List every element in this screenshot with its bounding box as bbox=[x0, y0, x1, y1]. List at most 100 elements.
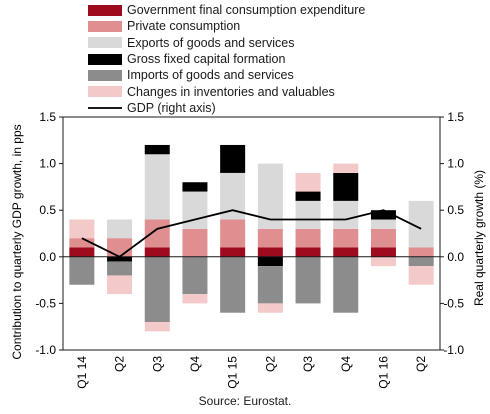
bar-segment bbox=[370, 256, 396, 267]
y2-tick-label: 0.0 bbox=[447, 250, 464, 264]
bar-segment bbox=[144, 144, 170, 155]
bar-segment bbox=[69, 256, 95, 285]
bar-segment bbox=[295, 191, 321, 201]
x-tick-label: Q3 bbox=[150, 356, 164, 372]
legend-label: Imports of goods and services bbox=[127, 68, 294, 83]
legend-item: Imports of goods and services bbox=[88, 67, 365, 83]
bar-segment bbox=[295, 200, 321, 229]
bar-segment bbox=[333, 200, 359, 229]
legend-swatch bbox=[88, 4, 122, 16]
bar-segment bbox=[220, 256, 246, 313]
legend-line-swatch bbox=[88, 106, 122, 109]
bar-segment bbox=[333, 256, 359, 313]
legend-item: Exports of goods and services bbox=[88, 35, 365, 51]
y-axis-title: Contribution to quarterly GDP growth, in… bbox=[10, 124, 24, 359]
x-tick-label: Q4 bbox=[339, 356, 353, 372]
x-tick-label: Q1 15 bbox=[226, 356, 240, 389]
bar-segment bbox=[144, 322, 170, 332]
legend-item: Government final consumption expenditure bbox=[88, 2, 365, 18]
y2-tick-label: -1.0 bbox=[443, 343, 464, 357]
x-tick-label: Q4 bbox=[188, 356, 202, 372]
legend-swatch bbox=[88, 53, 122, 65]
bar-segment bbox=[144, 256, 170, 323]
legend-item: Private consumption bbox=[88, 18, 365, 34]
legend-label: GDP (right axis) bbox=[127, 100, 216, 115]
y2-tick-label: -0.5 bbox=[443, 296, 464, 310]
bar-segment bbox=[295, 247, 321, 257]
x-tick-label: Q1 14 bbox=[75, 356, 89, 389]
bar-segment bbox=[408, 256, 434, 267]
bar-segment bbox=[295, 256, 321, 304]
y-tick-label: -0.5 bbox=[35, 296, 56, 310]
bar-segment bbox=[370, 210, 396, 220]
bar-segment bbox=[144, 154, 170, 220]
bar-segment bbox=[333, 247, 359, 257]
bar-segment bbox=[220, 219, 246, 248]
bar-segment bbox=[107, 256, 133, 262]
bar-segment bbox=[220, 247, 246, 257]
legend-item: Gross fixed capital formation bbox=[88, 51, 365, 67]
bar-segment bbox=[295, 228, 321, 248]
y2-axis-title: Real quarterly growth (%) bbox=[472, 170, 486, 306]
legend-label: Government final consumption expenditure bbox=[127, 3, 366, 18]
bar-segment bbox=[144, 247, 170, 257]
bar-segment bbox=[257, 303, 283, 313]
x-tick-label: Q2 bbox=[414, 356, 428, 372]
bar-segment bbox=[370, 228, 396, 248]
legend-swatch bbox=[88, 86, 122, 98]
bar-segment bbox=[182, 294, 208, 304]
bar-segment bbox=[257, 247, 283, 257]
bar-segment bbox=[69, 247, 95, 257]
x-tick-label: Q2 bbox=[263, 356, 277, 372]
legend-swatch bbox=[88, 20, 122, 32]
legend-label: Changes in inventories and valuables bbox=[127, 84, 335, 99]
y2-tick-label: 0.5 bbox=[447, 203, 464, 217]
bar-segment bbox=[408, 266, 434, 285]
legend-label: Exports of goods and services bbox=[127, 35, 295, 50]
chart-legend: Government final consumption expenditure… bbox=[88, 2, 365, 116]
y-tick-label: 1.5 bbox=[39, 110, 56, 124]
bar-segment bbox=[182, 191, 208, 229]
x-tick-label: Q2 bbox=[113, 356, 127, 372]
x-tick-label: Q1 16 bbox=[376, 356, 390, 389]
plot-frame bbox=[62, 116, 441, 351]
bar-segment bbox=[182, 182, 208, 192]
bar-segment bbox=[107, 219, 133, 239]
y2-tick-label: 1.5 bbox=[447, 110, 464, 124]
bar-segment bbox=[370, 247, 396, 257]
bar-segment bbox=[370, 219, 396, 229]
bar-segment bbox=[257, 228, 283, 248]
bar-segment bbox=[257, 256, 283, 267]
legend-item: Changes in inventories and valuables bbox=[88, 83, 365, 99]
gdp-line bbox=[81, 209, 422, 258]
bar-segment bbox=[333, 163, 359, 173]
y2-tick-label: 1.0 bbox=[447, 157, 464, 171]
y-tick-label: 1.0 bbox=[39, 157, 56, 171]
bar-segment bbox=[257, 266, 283, 304]
bar-segment bbox=[107, 261, 133, 276]
y-tick-label: 0.0 bbox=[39, 250, 56, 264]
bar-segment bbox=[295, 172, 321, 192]
bar-segment bbox=[69, 238, 95, 248]
x-tick-label: Q3 bbox=[301, 356, 315, 372]
source-note: Source: Eurostat. bbox=[198, 394, 292, 408]
legend-item: GDP (right axis) bbox=[88, 100, 365, 116]
y-tick-label: -1.0 bbox=[35, 343, 56, 357]
legend-swatch bbox=[88, 37, 122, 49]
bar-segment bbox=[333, 172, 359, 201]
bar-segment bbox=[107, 238, 133, 257]
legend-label: Private consumption bbox=[127, 19, 241, 34]
bar-segment bbox=[333, 228, 359, 248]
bar-segment bbox=[220, 144, 246, 173]
bar-segment bbox=[182, 228, 208, 257]
legend-swatch bbox=[88, 69, 122, 81]
y-tick-label: 0.5 bbox=[39, 203, 56, 217]
bar-segment bbox=[144, 219, 170, 248]
legend-label: Gross fixed capital formation bbox=[127, 52, 286, 67]
bar-segment bbox=[69, 219, 95, 239]
bar-segment bbox=[408, 247, 434, 257]
bar-segment bbox=[182, 256, 208, 295]
bar-segment bbox=[107, 275, 133, 295]
plot-area: 1.5 1.0 0.5 0.0 -0.5 -1.0 1.5 1.0 0.5 0.0 -0.5 -1.0… bbox=[35, 110, 464, 389]
